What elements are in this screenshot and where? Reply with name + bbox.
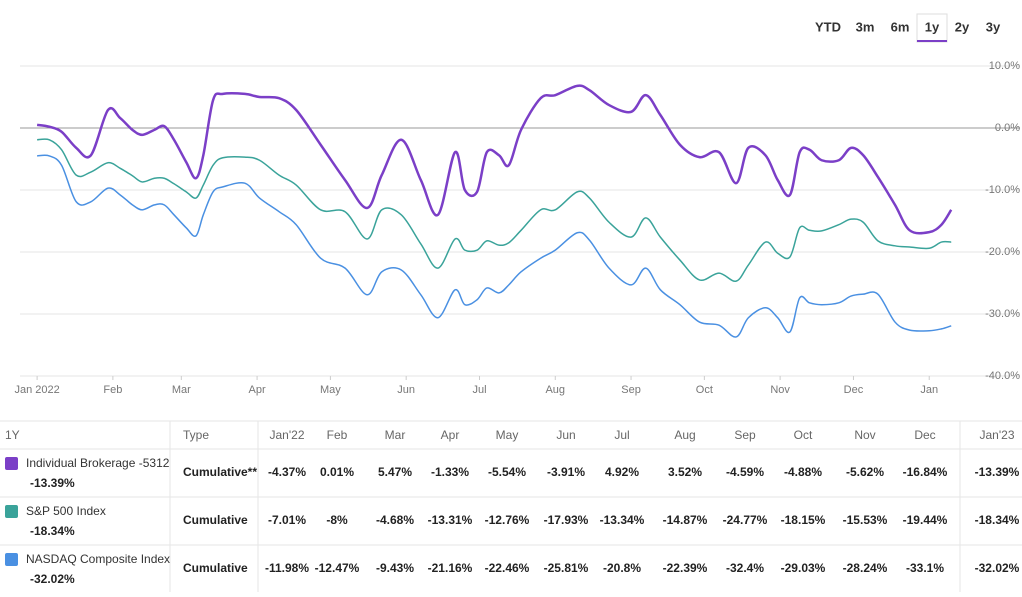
x-tick-label: Jul [472,384,486,396]
legend-swatch [5,505,18,518]
x-tick-label: Mar [172,384,191,396]
cell-value: -32.02% [975,561,1020,575]
cell-value: -20.8% [603,561,641,575]
cell-value: -5.62% [846,465,884,479]
cell-value: -18.34% [975,513,1020,527]
cell-value: -7.01% [268,513,306,527]
column-header: Sep [734,428,756,442]
row-total: -13.39% [30,476,75,490]
column-header: Apr [441,428,460,442]
series-line [37,138,952,282]
x-tick-label: Sep [621,384,641,396]
row-type: Cumulative** [183,465,257,479]
cell-value: -1.33% [431,465,469,479]
cell-value: 4.92% [605,465,639,479]
cell-value: -32.4% [726,561,764,575]
x-tick-label: Dec [844,384,864,396]
cell-value: -24.77% [723,513,768,527]
column-header: 1Y [5,428,20,442]
cell-value: -21.16% [428,561,473,575]
y-tick-label: -40.0% [985,370,1020,382]
row-type: Cumulative [183,561,248,575]
cell-value: -22.46% [485,561,530,575]
legend-swatch [5,457,18,470]
cell-value: -4.59% [726,465,764,479]
cell-value: -11.98% [265,561,309,575]
cell-value: 0.01% [320,465,354,479]
range-button[interactable]: 2y [955,19,970,34]
cell-value: -25.81% [544,561,589,575]
column-header: Aug [674,428,695,442]
x-tick-label: Jun [397,384,415,396]
y-tick-label: 10.0% [989,60,1020,72]
row-name: S&P 500 Index [26,504,106,518]
cell-value: -13.31% [428,513,473,527]
row-name: NASDAQ Composite Index [26,552,170,566]
cell-value: -18.15% [781,513,826,527]
cell-value: -19.44% [903,513,948,527]
row-total: -18.34% [30,524,75,538]
range-button[interactable]: 1y [925,19,940,34]
row-name: Individual Brokerage -5312 [26,456,170,470]
column-header: Oct [794,428,813,442]
cell-value: -3.91% [547,465,585,479]
selected-range-box [916,13,948,43]
range-button[interactable]: 6m [891,19,910,34]
cell-value: -13.34% [600,513,645,527]
column-header: Jan'22 [270,428,305,442]
series-line [37,154,952,338]
row-type: Cumulative [183,513,248,527]
y-tick-label: 0.0% [995,122,1020,134]
column-header: Jan'23 [980,428,1015,442]
column-header: Type [183,428,209,442]
cell-value: -33.1% [906,561,944,575]
range-button[interactable]: YTD [815,19,841,34]
cell-value: -17.93% [544,513,589,527]
y-tick-label: -30.0% [985,308,1020,320]
row-total: -32.02% [30,572,75,586]
range-button[interactable]: 3m [856,19,875,34]
y-tick-label: -10.0% [985,184,1020,196]
x-tick-label: May [320,384,341,396]
cell-value: 5.47% [378,465,412,479]
cell-value: -16.84% [903,465,948,479]
x-tick-label: Jan 2022 [14,384,59,396]
cell-value: -22.39% [663,561,708,575]
legend-swatch [5,553,18,566]
cell-value: -8% [326,513,348,527]
cell-value: -28.24% [843,561,888,575]
y-tick-label: -20.0% [985,246,1020,258]
x-tick-label: Nov [770,384,790,396]
column-header: Jun [556,428,575,442]
cell-value: -29.03% [781,561,826,575]
cell-value: -5.54% [488,465,526,479]
x-tick-label: Oct [696,384,713,396]
column-header: Dec [914,428,935,442]
cell-value: -4.37% [268,465,306,479]
cell-value: -9.43% [376,561,414,575]
cell-value: -15.53% [843,513,888,527]
x-tick-label: Feb [103,384,122,396]
cell-value: -4.88% [784,465,822,479]
column-header: Feb [327,428,348,442]
column-header: Nov [854,428,875,442]
column-header: May [496,428,519,442]
cell-value: -4.68% [376,513,414,527]
column-header: Mar [385,428,406,442]
cell-value: -14.87% [663,513,708,527]
cell-value: 3.52% [668,465,702,479]
cell-value: -13.39% [975,465,1020,479]
x-tick-label: Apr [249,384,266,396]
range-button[interactable]: 3y [986,19,1001,34]
column-header: Jul [614,428,629,442]
cell-value: -12.47% [315,561,360,575]
cell-value: -12.76% [485,513,530,527]
x-tick-label: Aug [545,384,565,396]
x-tick-label: Jan [920,384,938,396]
series-line [36,84,953,235]
